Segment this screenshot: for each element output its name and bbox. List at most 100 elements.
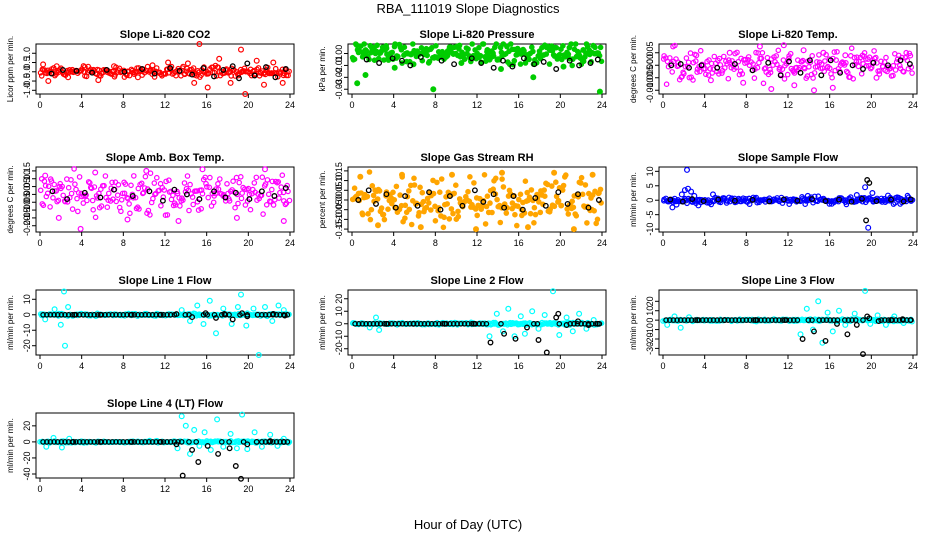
y-axis-label: degrees C per min. bbox=[6, 165, 15, 233]
reference-point bbox=[860, 317, 866, 323]
data-point bbox=[681, 187, 688, 194]
data-point bbox=[672, 42, 678, 49]
reference-point bbox=[47, 439, 54, 445]
reference-point bbox=[811, 328, 817, 335]
reference-point bbox=[195, 459, 202, 465]
reference-point bbox=[385, 320, 391, 327]
data-point bbox=[560, 63, 567, 70]
data-point bbox=[850, 76, 857, 82]
reference-point bbox=[222, 194, 229, 201]
reference-point bbox=[761, 317, 768, 323]
data-point bbox=[364, 193, 371, 200]
reference-point bbox=[681, 317, 688, 323]
reference-point bbox=[383, 191, 390, 198]
reference-point bbox=[686, 64, 692, 71]
data-point bbox=[745, 54, 752, 60]
data-point bbox=[664, 321, 671, 328]
reference-point bbox=[374, 320, 380, 327]
data-point bbox=[797, 331, 804, 338]
y-tick-label: 0.10 bbox=[334, 172, 344, 190]
panel-title: Slope Li-820 Temp. bbox=[738, 29, 837, 41]
data-point bbox=[56, 66, 63, 73]
data-point bbox=[198, 187, 205, 193]
y-tick-label: -0.010 bbox=[645, 77, 655, 103]
data-point bbox=[892, 67, 899, 73]
x-tick-label: 4 bbox=[79, 484, 84, 494]
reference-point bbox=[352, 320, 358, 327]
data-points bbox=[660, 42, 915, 94]
data-point bbox=[405, 188, 412, 194]
reference-point bbox=[752, 317, 759, 324]
y-tick-label: -0.05 bbox=[22, 192, 32, 213]
reference-point bbox=[54, 311, 61, 318]
reference-point bbox=[40, 311, 46, 318]
reference-point bbox=[146, 439, 152, 445]
reference-point bbox=[363, 56, 370, 63]
data-point bbox=[683, 55, 690, 61]
data-point bbox=[569, 328, 576, 335]
data-point bbox=[215, 186, 222, 193]
data-point bbox=[551, 203, 558, 210]
data-point bbox=[816, 52, 822, 58]
data-point bbox=[242, 90, 249, 97]
data-point bbox=[226, 198, 233, 204]
reference-point bbox=[524, 324, 530, 331]
data-point bbox=[72, 181, 78, 188]
data-point bbox=[810, 87, 817, 94]
x-tick-label: 0 bbox=[37, 484, 42, 494]
reference-point bbox=[226, 439, 232, 445]
reference-point bbox=[269, 311, 276, 318]
reference-point bbox=[596, 320, 603, 327]
data-point bbox=[549, 288, 556, 295]
reference-point bbox=[860, 351, 866, 358]
reference-point bbox=[853, 321, 860, 328]
data-point bbox=[205, 194, 212, 201]
data-point bbox=[158, 203, 164, 209]
reference-point bbox=[907, 196, 914, 203]
data-point bbox=[118, 197, 125, 203]
reference-point bbox=[65, 311, 72, 318]
data-point bbox=[401, 44, 408, 51]
x-tick-label: 4 bbox=[79, 100, 84, 110]
data-point bbox=[44, 190, 51, 197]
data-point bbox=[527, 210, 534, 217]
data-point bbox=[547, 206, 554, 213]
y-tick-label: -0.10 bbox=[22, 200, 32, 221]
reference-point bbox=[146, 188, 153, 195]
reference-point bbox=[95, 439, 101, 445]
data-point bbox=[829, 84, 836, 91]
reference-point bbox=[167, 439, 174, 445]
reference-point bbox=[200, 65, 207, 72]
data-point bbox=[151, 74, 158, 80]
data-point bbox=[900, 69, 907, 75]
data-point bbox=[365, 211, 371, 217]
data-point bbox=[507, 41, 514, 47]
reference-point bbox=[135, 439, 141, 445]
reference-point bbox=[179, 472, 186, 479]
x-tick-label: 24 bbox=[908, 361, 918, 371]
data-point bbox=[90, 207, 97, 213]
data-point bbox=[91, 184, 98, 190]
reference-point bbox=[229, 316, 236, 323]
reference-point bbox=[124, 439, 130, 445]
reference-point bbox=[472, 320, 479, 327]
reference-point bbox=[747, 317, 753, 323]
data-point bbox=[456, 42, 463, 49]
data-point bbox=[692, 58, 699, 64]
reference-point bbox=[399, 57, 405, 64]
reference-point bbox=[863, 217, 870, 224]
data-point bbox=[203, 180, 209, 187]
reference-point bbox=[392, 204, 399, 211]
reference-point bbox=[438, 57, 445, 64]
y-tick-label: -5 bbox=[645, 211, 655, 219]
y-tick-label: 20 bbox=[645, 296, 655, 306]
reference-point bbox=[414, 320, 420, 327]
data-point bbox=[490, 53, 497, 60]
reference-point bbox=[677, 317, 684, 323]
data-point bbox=[419, 189, 426, 196]
chart-panel: Slope Line 4 (LT) Flow 0 4 8 12 16 20 24 -40 -20 0… bbox=[6, 398, 295, 494]
data-point bbox=[892, 200, 898, 206]
data-point bbox=[228, 321, 235, 328]
reference-point bbox=[219, 439, 225, 445]
data-point bbox=[351, 56, 358, 63]
